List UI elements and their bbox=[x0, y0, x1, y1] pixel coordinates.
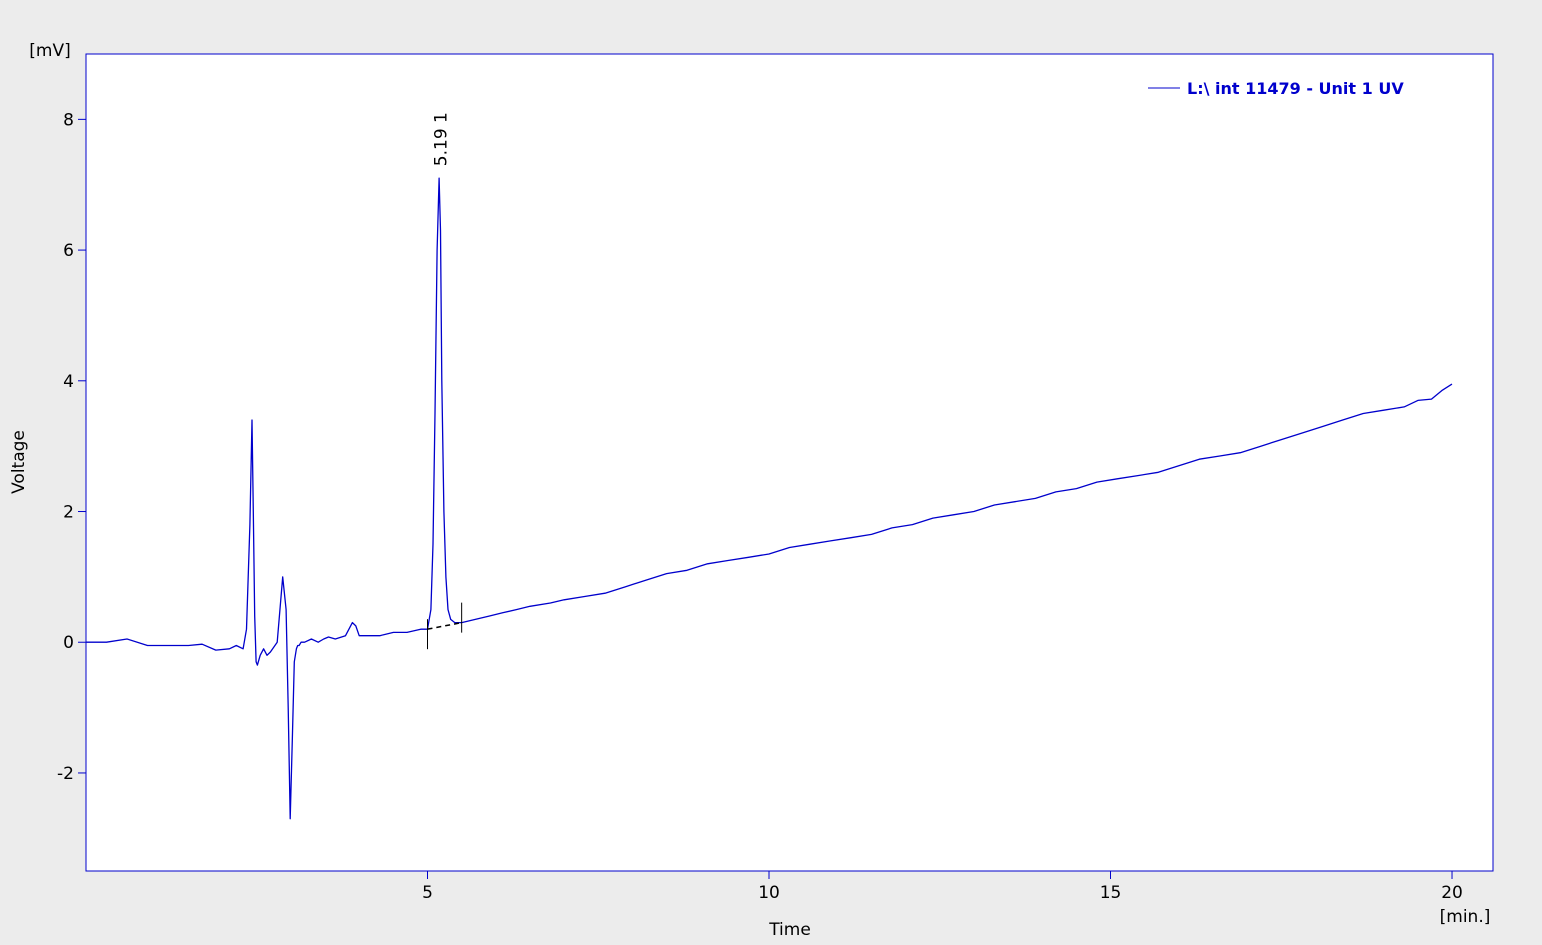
peak-label: 5.19 1 bbox=[431, 112, 451, 166]
series-group bbox=[86, 177, 1453, 820]
x-unit-label: [min.] bbox=[1440, 907, 1491, 927]
y-tick-label: 8 bbox=[63, 110, 74, 130]
series-line bbox=[86, 177, 1453, 820]
y-tick-label: -2 bbox=[57, 764, 74, 784]
y-tick-label: 2 bbox=[63, 503, 74, 523]
integration-baseline bbox=[427, 621, 462, 630]
y-axis-ticks: -2 0 2 4 6 8 bbox=[57, 110, 86, 784]
y-tick-label: 0 bbox=[63, 633, 74, 653]
y-unit-label: [mV] bbox=[29, 41, 70, 61]
x-tick-label: 5 bbox=[422, 883, 433, 903]
y-tick-label: 6 bbox=[63, 241, 74, 261]
x-axis-ticks: 5 10 15 20 bbox=[422, 871, 1463, 903]
annotation-group: 5.19 1 bbox=[427, 112, 463, 650]
legend-label: L:\ int 11479 - Unit 1 UV bbox=[1187, 79, 1404, 98]
x-axis-title: Time bbox=[768, 920, 811, 940]
x-tick-label: 10 bbox=[758, 883, 780, 903]
x-tick-label: 20 bbox=[1441, 883, 1463, 903]
plot-frame bbox=[85, 53, 1494, 872]
x-tick-label: 15 bbox=[1100, 883, 1122, 903]
y-tick-label: 4 bbox=[63, 372, 74, 392]
y-axis-title: Voltage bbox=[9, 430, 29, 494]
